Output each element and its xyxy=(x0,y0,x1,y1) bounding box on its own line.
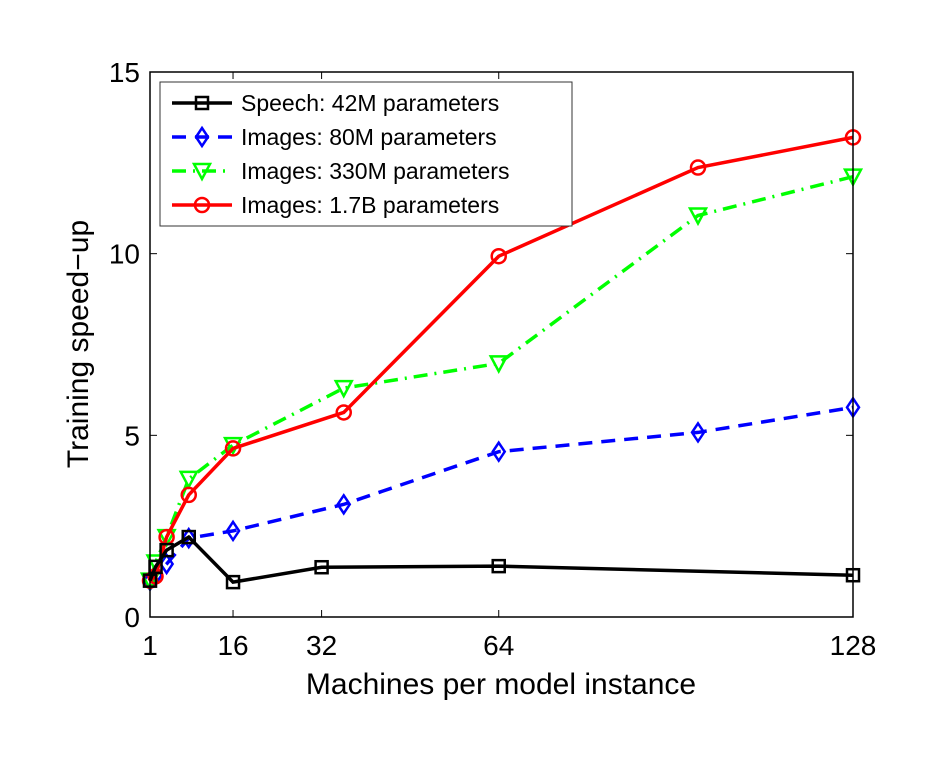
legend-entry: Images: 1.7B parameters xyxy=(172,192,499,218)
diamond-marker xyxy=(194,125,210,149)
legend-label: Images: 330M parameters xyxy=(241,158,509,184)
x-tick-label: 1 xyxy=(142,630,158,661)
plot-frame xyxy=(149,71,854,618)
legend-label: Speech: 42M parameters xyxy=(241,90,499,116)
diamond-marker xyxy=(491,440,507,463)
y-tick-label: 10 xyxy=(109,239,140,270)
y-tick-label: 5 xyxy=(124,420,140,451)
triangle-down-marker xyxy=(191,162,213,182)
circle-marker xyxy=(335,404,352,421)
square-marker xyxy=(491,558,506,574)
legend-label: Images: 1.7B parameters xyxy=(241,192,499,218)
triangle-down-marker xyxy=(178,470,199,490)
diamond-marker xyxy=(225,519,241,543)
x-tick-label: 16 xyxy=(217,630,248,661)
ticks-layer: 1 16 32 64 128 0 5 10 15 xyxy=(109,57,877,661)
y-axis-label: Training speed−up xyxy=(62,220,95,468)
legend: Speech: 42M parameters Images: 80M parame… xyxy=(159,81,573,227)
legend-entry: Speech: 42M parameters xyxy=(172,90,499,116)
circle-marker xyxy=(689,159,707,176)
triangle-down-marker xyxy=(488,355,509,375)
circle-marker xyxy=(490,247,507,265)
x-axis-label: Machines per model instance xyxy=(306,668,696,701)
circle-marker xyxy=(193,196,211,214)
diamond-marker xyxy=(336,493,352,516)
series-0 xyxy=(142,529,861,590)
y-tick-label: 0 xyxy=(124,602,140,633)
square-marker xyxy=(194,95,210,111)
square-marker xyxy=(225,574,241,590)
triangle-down-marker xyxy=(687,207,709,227)
square-marker xyxy=(181,529,196,545)
legend-entry: Images: 80M parameters xyxy=(172,124,497,150)
square-marker xyxy=(159,542,174,558)
x-tick-label: 32 xyxy=(306,630,337,661)
circle-marker xyxy=(180,486,197,504)
x-tick-label: 64 xyxy=(483,630,514,661)
circle-marker xyxy=(224,440,242,457)
series-line xyxy=(148,534,854,584)
legend-entry: Images: 330M parameters xyxy=(172,158,509,184)
square-marker xyxy=(314,559,329,575)
legend-box xyxy=(159,81,573,227)
x-tick-label: 128 xyxy=(830,630,877,661)
series-layer xyxy=(139,129,864,592)
diamond-marker xyxy=(181,526,197,550)
legend-label: Images: 80M parameters xyxy=(241,124,497,150)
y-tick-label: 15 xyxy=(109,57,140,88)
triangle-down-marker xyxy=(333,379,354,399)
diamond-marker xyxy=(690,421,706,444)
series-line xyxy=(148,174,854,582)
